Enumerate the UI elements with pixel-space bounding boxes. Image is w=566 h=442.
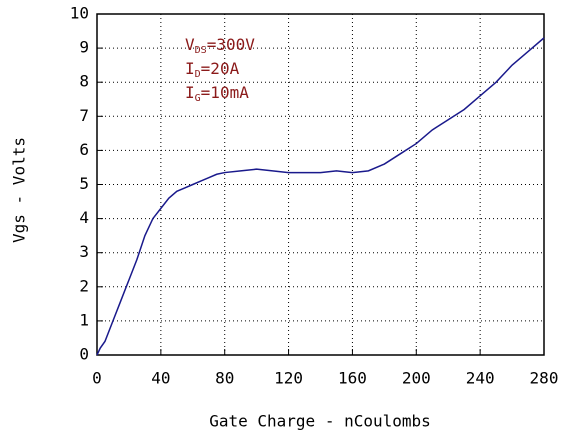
x-tick-label: 240 [466,369,495,388]
x-axis-label: Gate Charge - nCoulombs [209,412,431,431]
y-tick-label: 7 [79,106,89,125]
annotation: ID=20A [185,59,240,81]
x-tick-label: 120 [274,369,303,388]
data-line [96,37,545,356]
x-tick-label: 200 [402,369,431,388]
x-tick-label: 280 [530,369,559,388]
annotation: VDS=300V [185,35,255,57]
y-tick-label: 5 [79,174,89,193]
x-tick-label: 80 [215,369,234,388]
x-tick-label: 160 [338,369,367,388]
x-tick-label: 0 [92,369,102,388]
y-tick-label: 3 [79,242,89,261]
plot-frame [96,13,545,356]
annotation-main: I [185,59,195,78]
y-tick-label: 2 [79,276,89,295]
y-tick-label: 1 [79,310,89,329]
annotation-main: I [185,83,195,102]
y-axis-label: Vgs - Volts [10,137,29,243]
annotation-main: V [185,35,195,54]
annotation-rest: =20A [201,59,240,78]
y-tick-label: 0 [79,345,89,364]
y-tick-label: 9 [79,38,89,57]
annotation-sub: DS [195,45,207,56]
y-tick-label: 10 [70,4,89,23]
y-tick-label: 6 [79,140,89,159]
annotation-rest: =10mA [201,83,250,102]
x-tick-label: 40 [151,369,170,388]
annotation-sub: D [195,69,201,80]
annotation-rest: =300V [207,35,256,54]
annotation: IG=10mA [185,83,249,105]
y-tick-label: 8 [79,72,89,91]
y-tick-label: 4 [79,208,89,227]
annotation-sub: G [195,93,201,104]
